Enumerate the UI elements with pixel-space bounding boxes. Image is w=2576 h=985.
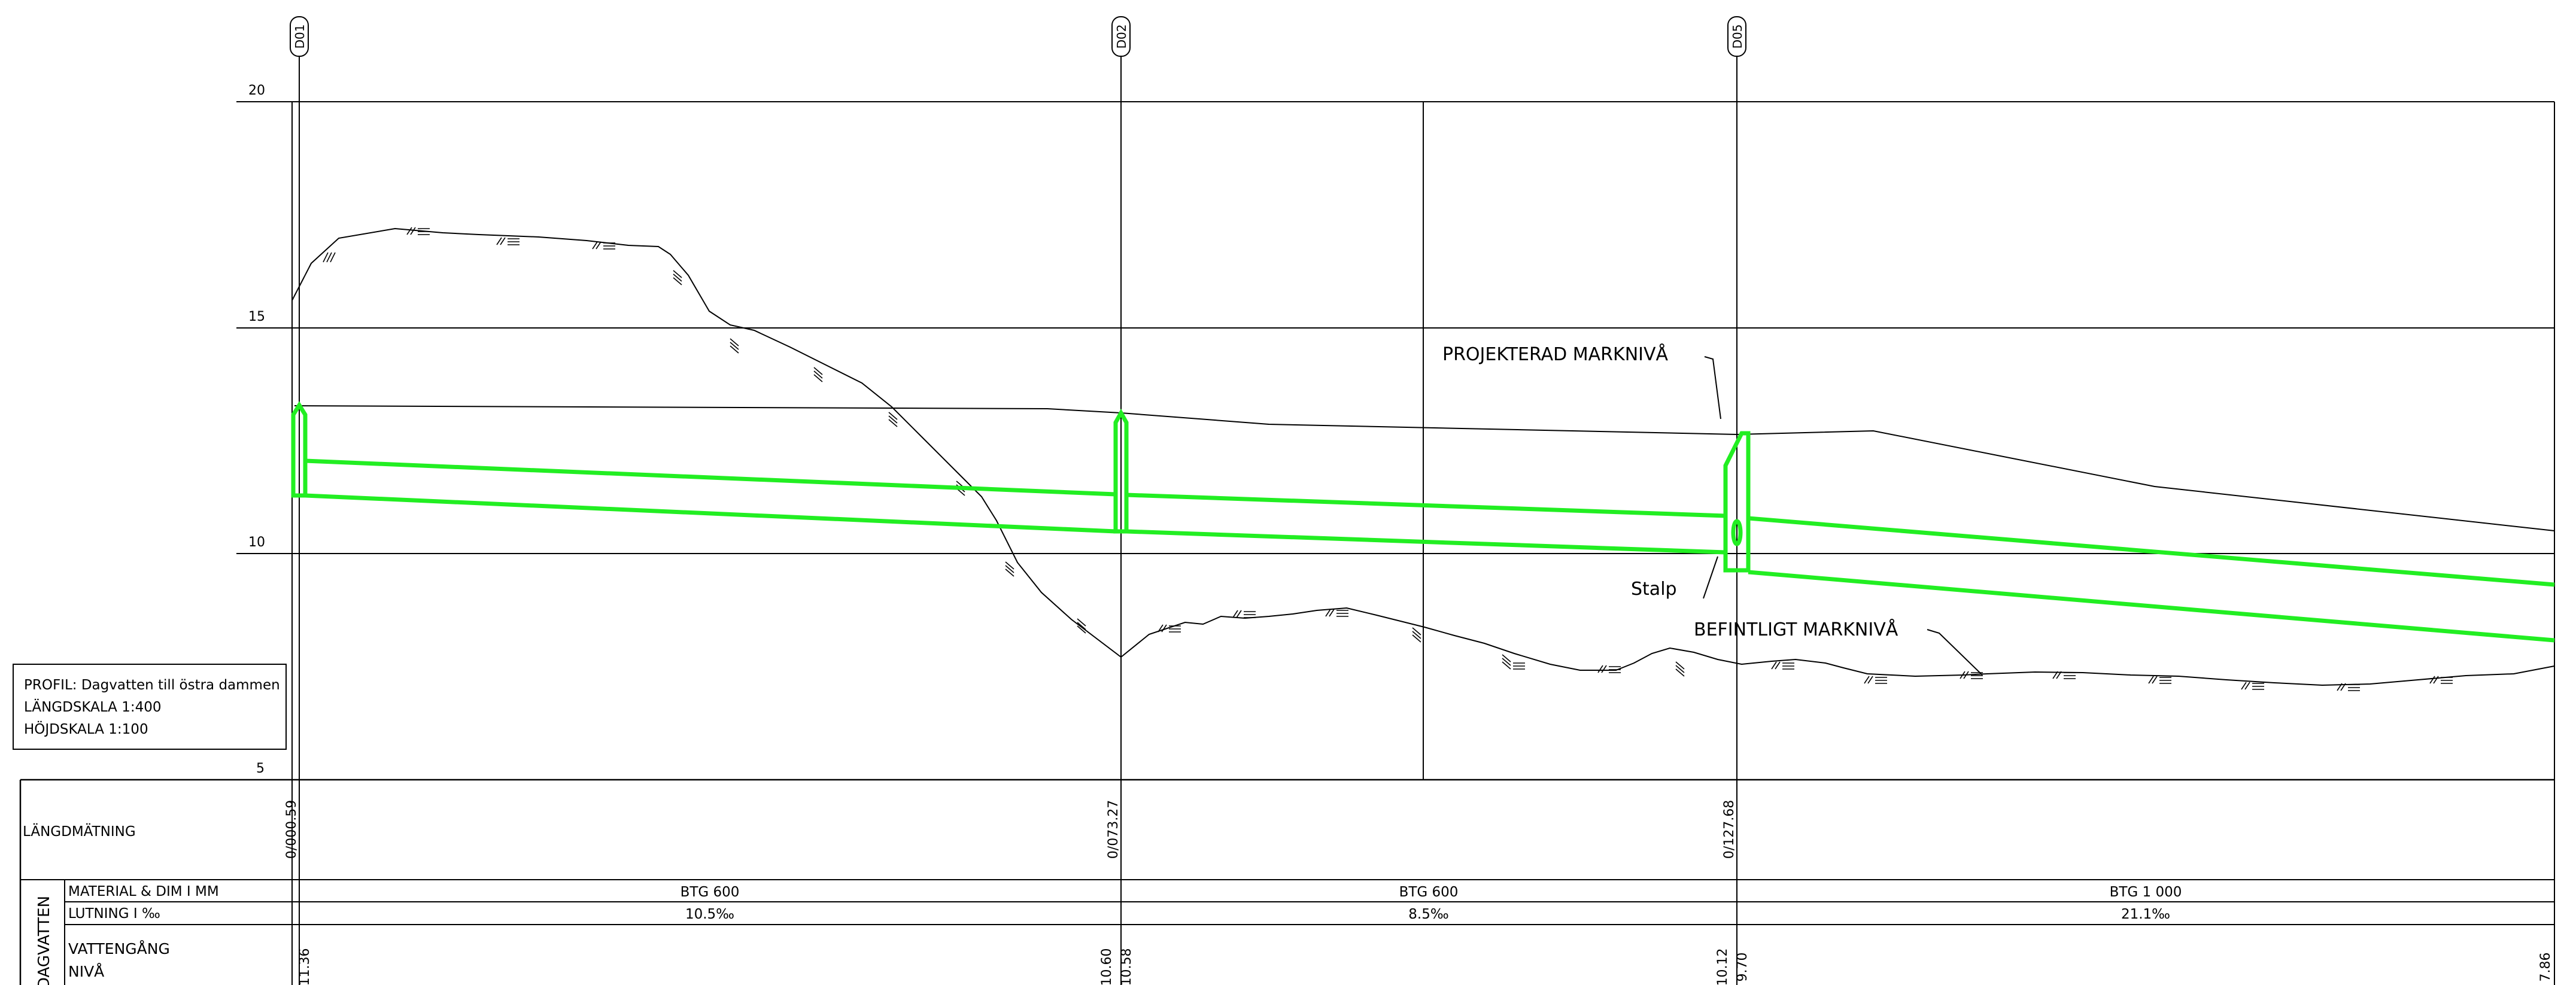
slope-header: LUTNING I ‰ — [68, 906, 160, 922]
drop-label: Stalp — [1631, 579, 1677, 600]
well-tag-d01: D01 — [290, 16, 309, 57]
ground-hatch — [1597, 665, 1621, 673]
pipe-d05-end-crown — [1748, 516, 2555, 587]
ground-hatch — [592, 241, 615, 250]
ground-hatch — [1502, 654, 1525, 670]
y-level-10: 10 — [248, 535, 265, 550]
stormwater-group-header: DAGVATTEN — [35, 896, 53, 985]
invert-d02-in: 10.60 — [1099, 948, 1114, 985]
manhole-d02 — [1113, 408, 1129, 534]
material-d02-d05: BTG 600 — [1399, 884, 1459, 900]
slope-d05-end: 21.1‰ — [2121, 907, 2170, 922]
well-tag-label: D01 — [293, 25, 307, 49]
pipe-d02-d05-invert — [1126, 529, 1726, 555]
slope-d02-d05: 8.5‰ — [1408, 907, 1448, 922]
length-scale: LÄNGDSKALA 1:400 — [24, 698, 162, 715]
ground-hatch — [1158, 624, 1181, 633]
projected-ground-label: PROJEKTERAD MARKNIVÅ — [1442, 343, 1668, 365]
well-tag-frame — [290, 16, 309, 57]
y-level-15: 15 — [248, 309, 265, 324]
existing-ground-line — [291, 227, 2555, 686]
y-level-20: 20 — [248, 83, 265, 98]
ground-hatch — [496, 237, 520, 245]
ground-hatch — [2241, 682, 2264, 690]
ground-hatches — [323, 227, 2453, 691]
ground-hatch — [888, 412, 898, 427]
y-level-5: 5 — [256, 761, 265, 776]
well-tag-frame — [1111, 16, 1131, 57]
y-axis-labels: 20 15 10 5 — [248, 83, 265, 776]
projected-ground-line — [294, 405, 2555, 531]
ground-hatch — [1077, 618, 1086, 634]
pipe-d05-end-invert — [1748, 570, 2555, 643]
chainage-d02: 0/073.27 — [1106, 800, 1121, 859]
invert-d05-in: 10.12 — [1715, 948, 1730, 985]
annotations: PROJEKTERAD MARKNIVÅ Stalp BEFINTLIGT MA… — [1442, 343, 1983, 676]
well-tags: D01 D02 D05 — [290, 16, 1746, 57]
well-tag-d05: D05 — [1727, 16, 1746, 57]
ground-hatch — [1412, 627, 1421, 643]
material-header: MATERIAL & DIM I MM — [68, 884, 219, 899]
pipe-d02-d05-crown — [1126, 492, 1726, 518]
profile-title: PROFIL: Dagvatten till östra dammen — [24, 677, 280, 693]
well-tag-label: D02 — [1114, 25, 1129, 49]
well-tag-label: D05 — [1730, 25, 1745, 49]
profile-table: LÄNGDMÄTNING DAGVATTEN MATERIAL & DIM I … — [19, 779, 2554, 985]
ground-hatch — [813, 367, 823, 382]
ground-hatch — [1960, 671, 1983, 679]
manhole-d01 — [291, 401, 308, 498]
pipe-system — [291, 401, 2555, 643]
drop-leader — [1703, 556, 1718, 599]
existing-ground-leader — [1927, 629, 1983, 676]
material-d05-end: BTG 1 000 — [2110, 884, 2182, 900]
ground-hatch — [2429, 676, 2453, 684]
invert-d02-out: 10.58 — [1119, 948, 1134, 985]
well-tag-frame — [1727, 16, 1746, 57]
ground-hatch — [1864, 676, 1887, 684]
title-block: PROFIL: Dagvatten till östra dammen LÄNG… — [13, 664, 287, 750]
grid — [236, 101, 2555, 985]
existing-ground-label: BEFINTLIGT MARKNIVÅ — [1694, 619, 1898, 640]
ground-hatch — [1771, 661, 1794, 670]
ground-hatch — [1325, 609, 1348, 617]
projected-ground-leader — [1704, 356, 1721, 419]
invert-header-line1: VATTENGÅNG — [68, 940, 170, 957]
ground-hatch — [1232, 610, 1256, 618]
ground-hatch — [1675, 661, 1685, 677]
manhole-d05 — [1723, 431, 1751, 573]
invert-d05-out: 9.70 — [1735, 953, 1750, 982]
ground-hatch — [323, 252, 336, 263]
ground-hatch — [730, 338, 739, 354]
ground-hatch — [2337, 683, 2360, 691]
slope-d01-d02: 10.5‰ — [685, 907, 734, 922]
well-lines — [299, 57, 1737, 780]
height-scale: HÖJDSKALA 1:100 — [24, 720, 148, 737]
ground-hatch — [2148, 676, 2171, 684]
title-block-frame — [13, 664, 287, 750]
invert-end: 7.86 — [2538, 953, 2553, 982]
ground-hatch — [673, 270, 682, 285]
pipe-d01-d02-crown — [305, 458, 1116, 497]
ground-hatch — [2052, 671, 2076, 679]
ground-hatch — [406, 227, 430, 235]
well-tag-d02: D02 — [1111, 16, 1131, 57]
chainage-header: LÄNGDMÄTNING — [23, 823, 136, 840]
ground-hatch — [1005, 561, 1014, 577]
pipe-d01-d02-invert — [305, 493, 1116, 534]
chainage-d05: 0/127.68 — [1722, 800, 1737, 859]
invert-d01: 11.36 — [297, 948, 312, 985]
drop-opening — [1731, 519, 1743, 546]
material-d01-d02: BTG 600 — [681, 884, 740, 900]
chainage-d01: 0/000.59 — [284, 800, 299, 859]
invert-header-line2: NIVÅ — [68, 963, 104, 980]
